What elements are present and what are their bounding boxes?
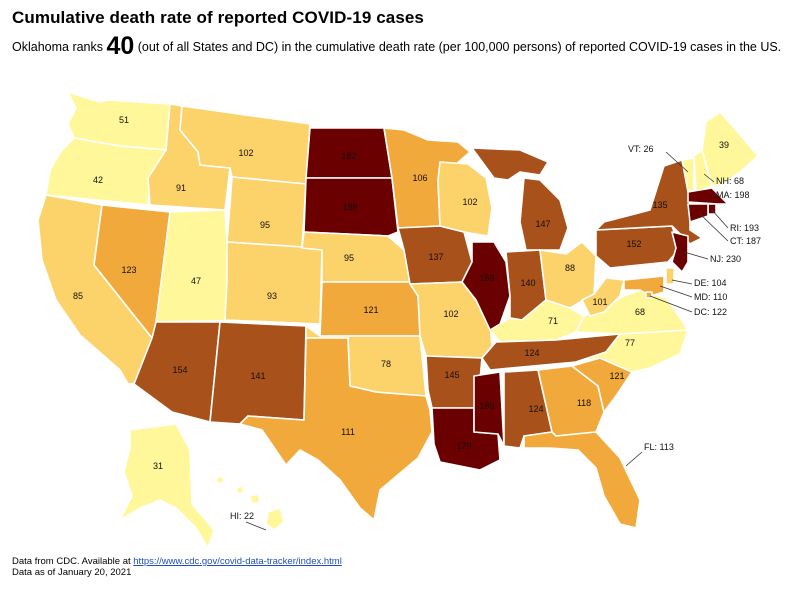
leader-de [671,279,693,285]
callout-leaders [245,151,729,531]
state-tx [239,337,433,521]
state-sd [303,177,399,237]
value-label-co: 93 [267,291,277,301]
state-co [224,241,323,325]
value-label-nd: 182 [341,151,356,161]
subtitle-prefix: Oklahoma ranks [12,40,107,54]
callout-label-de: DE: 104 [694,278,727,288]
callout-label-ma: MA: 198 [716,190,750,200]
state-ct [687,203,709,223]
value-label-oh: 88 [565,263,575,273]
source-note: Data from CDC. Available at https://www.… [12,556,342,567]
value-label-wv: 101 [592,297,607,307]
state-wv [581,277,625,317]
page-title: Cumulative death rate of reported COVID-… [12,8,424,27]
value-label-wa: 51 [119,115,129,125]
value-label-va: 68 [635,307,645,317]
callout-label-nh: NH: 68 [716,176,744,186]
state-nj [671,231,689,273]
value-label-nv: 123 [121,265,136,275]
leader-nj [683,251,709,260]
value-label-ky: 71 [548,316,558,326]
state-shapes [37,91,759,549]
value-label-ms: 189 [479,401,494,411]
subtitle: Oklahoma ranks 40 (out of all States and… [12,34,788,59]
value-label-nc: 77 [625,338,635,348]
leader-nh [703,173,715,183]
state-ms [473,371,505,447]
callout-label-vt: VT: 26 [628,144,654,154]
state-nc [575,329,689,373]
leader-fl [625,451,643,467]
subtitle-suffix: (out of all States and DC) in the cumula… [134,40,782,54]
value-label-al: 124 [528,404,543,414]
leader-ct [699,213,729,242]
value-label-tn: 124 [524,348,539,358]
value-label-nm: 141 [250,371,265,381]
value-label-ne: 95 [344,253,354,263]
value-label-ok: 78 [381,359,391,369]
value-label-tx: 111 [341,427,355,437]
leader-vt [665,151,689,173]
state-hi [215,475,285,531]
value-label-mn: 106 [412,173,427,183]
callout-label-dc: DC: 122 [694,307,727,317]
callout-label-ri: RI: 193 [730,223,759,233]
leader-ri [711,209,729,229]
callout-label-nj: NJ: 230 [710,254,741,264]
value-label-ar: 145 [444,370,459,380]
value-label-or: 42 [93,175,103,185]
oklahoma-rank: 40 [106,32,135,60]
value-label-ca: 85 [73,291,83,301]
value-label-in: 140 [520,278,535,288]
value-label-sd: 188 [342,202,357,212]
value-label-la: 179 [456,441,471,451]
leader-dc [649,295,693,313]
state-wi [437,161,493,237]
state-mi [471,147,569,251]
state-ri [707,203,717,215]
state-or [45,137,167,206]
value-label-ak: 31 [153,461,163,471]
callout-label-ct: CT: 187 [730,236,761,246]
callout-label-hi: HI: 22 [230,511,254,521]
value-label-ut: 47 [191,276,201,286]
value-label-wy: 95 [260,220,270,230]
state-ak [119,423,215,549]
value-label-ks: 121 [363,305,378,315]
data-date: Data as of January 20, 2021 [12,567,132,578]
state-dc [645,291,653,299]
value-label-pa: 152 [626,239,641,249]
value-label-wi: 102 [462,197,477,207]
value-label-mo: 102 [443,309,458,319]
state-fl [523,431,641,529]
value-label-ny: 135 [652,200,667,210]
state-value-labels: 51 42 85 123 91 102 95 47 154 93 141 182 188 95 121 78 1… [73,115,761,521]
source-prefix: Data from CDC. Available at [12,556,134,567]
state-me [701,111,759,187]
value-label-il: 159 [479,273,494,283]
leader-md [659,285,693,298]
state-vt [681,157,695,193]
value-label-ia: 137 [428,252,443,262]
value-label-me: 39 [719,140,729,150]
callout-label-fl: FL: 113 [644,442,674,452]
leader-hi [245,521,267,531]
value-label-id: 91 [176,183,186,193]
value-label-mt: 102 [238,148,253,158]
callout-label-md: MD: 110 [694,292,727,302]
value-label-mi: 147 [535,219,550,229]
value-label-ga: 118 [577,398,591,408]
value-label-sc: 121 [609,371,624,381]
state-ma [687,187,729,205]
state-de [665,267,675,285]
cdc-link[interactable]: https://www.cdc.gov/covid-data-tracker/i… [133,556,342,567]
state-wy [226,176,307,248]
value-label-az: 154 [172,365,187,375]
state-ny [595,159,703,245]
